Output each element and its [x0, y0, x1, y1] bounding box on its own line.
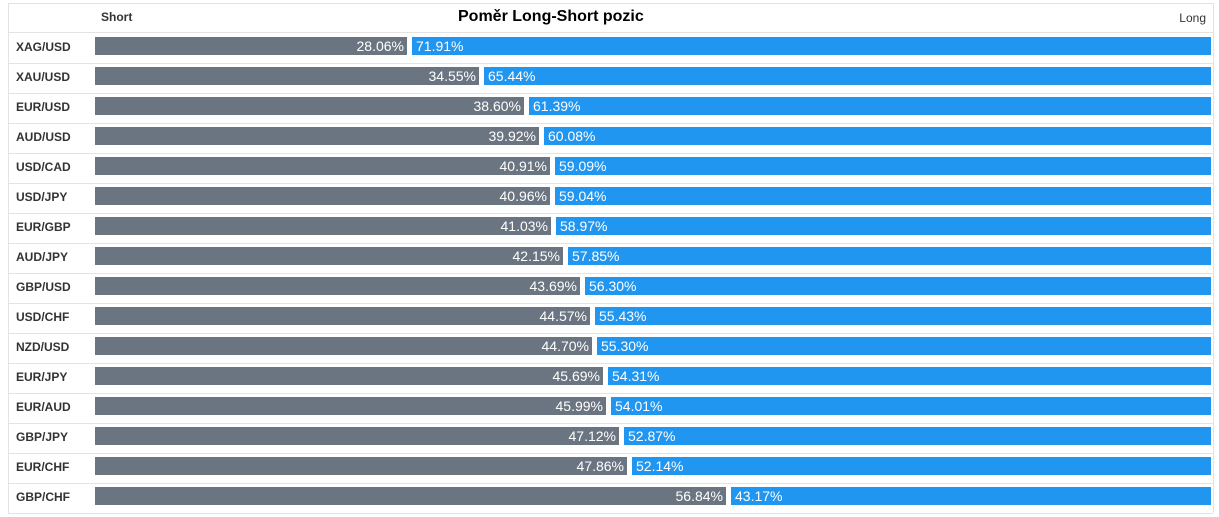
short-bar: 45.69%: [95, 367, 603, 385]
long-bar: 61.39%: [529, 97, 1211, 115]
pair-label: EUR/CHF: [16, 460, 70, 474]
short-bar: 56.84%: [95, 487, 726, 505]
pair-label: GBP/CHF: [16, 490, 70, 504]
long-bar: 52.87%: [624, 427, 1211, 445]
pair-label: NZD/USD: [16, 340, 70, 354]
pair-label: USD/CHF: [16, 310, 70, 324]
long-bar: 43.17%: [731, 487, 1211, 505]
short-bar: 47.12%: [95, 427, 619, 445]
long-bar: 52.14%: [632, 457, 1211, 475]
short-bar: 44.70%: [95, 337, 592, 355]
pair-label: EUR/USD: [16, 100, 71, 114]
table-right-border: [1213, 3, 1214, 513]
long-column-header: Long: [1179, 11, 1206, 25]
short-bar: 40.96%: [95, 187, 550, 205]
short-bar: 34.55%: [95, 67, 479, 85]
short-bar: 43.69%: [95, 277, 580, 295]
row-separator: [8, 483, 1213, 484]
pair-label: EUR/AUD: [16, 400, 71, 414]
pair-label: XAU/USD: [16, 70, 71, 84]
header-separator: [8, 32, 1213, 33]
row-separator: [8, 273, 1213, 274]
long-bar: 54.01%: [611, 397, 1211, 415]
long-bar: 55.43%: [595, 307, 1211, 325]
long-bar: 71.91%: [412, 37, 1211, 55]
row-separator: [8, 423, 1213, 424]
short-bar: 42.15%: [95, 247, 563, 265]
long-bar: 58.97%: [556, 217, 1211, 235]
row-separator: [8, 153, 1213, 154]
row-separator: [8, 63, 1213, 64]
pair-label: AUD/JPY: [16, 250, 69, 264]
row-separator: [8, 123, 1213, 124]
short-bar: 28.06%: [95, 37, 407, 55]
short-column-header: Short: [101, 10, 133, 24]
long-bar: 55.30%: [597, 337, 1211, 355]
row-separator: [8, 513, 1213, 514]
short-bar: 38.60%: [95, 97, 524, 115]
row-separator: [8, 93, 1213, 94]
pair-label: XAG/USD: [16, 40, 71, 54]
long-bar: 60.08%: [544, 127, 1211, 145]
pair-label: AUD/USD: [16, 130, 71, 144]
pair-label: EUR/GBP: [16, 220, 71, 234]
row-separator: [8, 333, 1213, 334]
short-bar: 44.57%: [95, 307, 590, 325]
short-bar: 45.99%: [95, 397, 606, 415]
long-bar: 65.44%: [484, 67, 1211, 85]
pair-label: USD/JPY: [16, 190, 68, 204]
long-bar: 59.04%: [555, 187, 1211, 205]
long-bar: 59.09%: [555, 157, 1211, 175]
pair-label: USD/CAD: [16, 160, 71, 174]
short-bar: 39.92%: [95, 127, 539, 145]
row-separator: [8, 453, 1213, 454]
long-bar: 57.85%: [568, 247, 1211, 265]
row-separator: [8, 363, 1213, 364]
table-left-border: [8, 3, 9, 513]
short-bar: 41.03%: [95, 217, 551, 235]
long-bar: 54.31%: [608, 367, 1211, 385]
short-bar: 47.86%: [95, 457, 627, 475]
short-bar: 40.91%: [95, 157, 550, 175]
row-separator: [8, 243, 1213, 244]
row-separator: [8, 213, 1213, 214]
table-top-border: [8, 3, 1213, 4]
row-separator: [8, 183, 1213, 184]
long-bar: 56.30%: [585, 277, 1211, 295]
pair-label: GBP/JPY: [16, 430, 69, 444]
pair-label: EUR/JPY: [16, 370, 68, 384]
row-separator: [8, 303, 1213, 304]
pair-label: GBP/USD: [16, 280, 71, 294]
row-separator: [8, 393, 1213, 394]
chart-title: Poměr Long-Short pozic: [458, 8, 644, 25]
